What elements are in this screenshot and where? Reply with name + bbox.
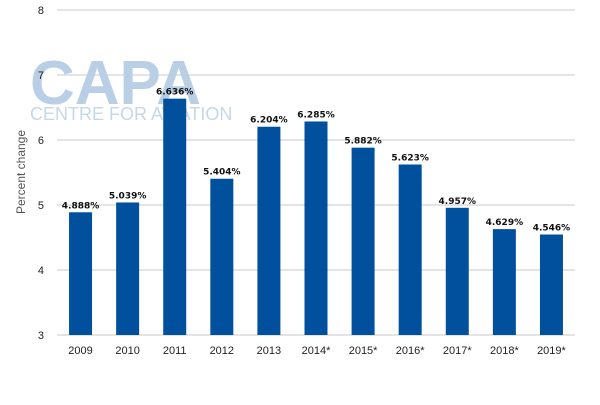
- bar-2015-est: [351, 147, 375, 335]
- y-axis-ticks: 3 4 5 6 7 8: [38, 5, 44, 342]
- bar-2019-est: [539, 234, 563, 335]
- x-tick-label: 2012: [210, 345, 234, 357]
- y-tick-label: 4: [38, 265, 44, 277]
- bar-2012: [210, 178, 234, 335]
- x-axis-ticks: 2009 2010 2011 2012 2013 2014* 2015* 2016* 2017*…: [68, 345, 566, 357]
- data-label: 5.404%: [203, 168, 241, 178]
- x-tick-label: 2016*: [396, 345, 425, 357]
- x-tick-label: 2018*: [490, 345, 519, 357]
- data-label: 5.882%: [344, 137, 382, 147]
- x-tick-label: 2009: [68, 345, 92, 357]
- y-tick-label: 7: [38, 70, 44, 82]
- x-tick-label: 2017*: [443, 345, 472, 357]
- bar-2018-est: [492, 229, 516, 335]
- bar-2010: [116, 202, 140, 335]
- data-label: 6.204%: [250, 116, 288, 126]
- y-tick-label: 8: [38, 5, 44, 17]
- y-axis-title: Percent change: [14, 130, 28, 214]
- x-tick-label: 2011: [163, 345, 187, 357]
- y-tick-label: 5: [38, 200, 44, 212]
- x-tick-label: 2015*: [349, 345, 378, 357]
- bars: [69, 98, 563, 336]
- capa-watermark: CAPA CENTRE FOR AVIATION: [30, 49, 232, 124]
- data-label: 4.546%: [533, 224, 571, 234]
- x-tick-label: 2019*: [537, 345, 566, 357]
- y-tick-label: 6: [38, 135, 44, 147]
- data-label: 4.888%: [62, 201, 100, 211]
- y-tick-label: 3: [38, 330, 44, 342]
- bar-2013: [257, 126, 281, 336]
- data-label: 4.957%: [439, 197, 477, 207]
- x-tick-label: 2010: [115, 345, 139, 357]
- bar-2016-est: [398, 164, 422, 335]
- data-label: 6.636%: [156, 88, 194, 98]
- data-label: 4.629%: [486, 218, 524, 228]
- data-label: 6.285%: [297, 110, 335, 120]
- data-label: 5.039%: [109, 191, 147, 201]
- bar-2017-est: [445, 207, 469, 335]
- watermark-tagline: CENTRE FOR AVIATION: [30, 104, 232, 124]
- bar-2009: [69, 212, 93, 335]
- data-label: 5.623%: [391, 154, 429, 164]
- x-tick-label: 2013: [257, 345, 281, 357]
- x-tick-label: 2014*: [302, 345, 331, 357]
- bar-2011: [163, 98, 187, 335]
- bar-2014-est: [304, 121, 328, 335]
- data-labels: 4.888% 5.039% 6.636% 5.404% 6.204% 6.285% 5.88…: [62, 88, 570, 234]
